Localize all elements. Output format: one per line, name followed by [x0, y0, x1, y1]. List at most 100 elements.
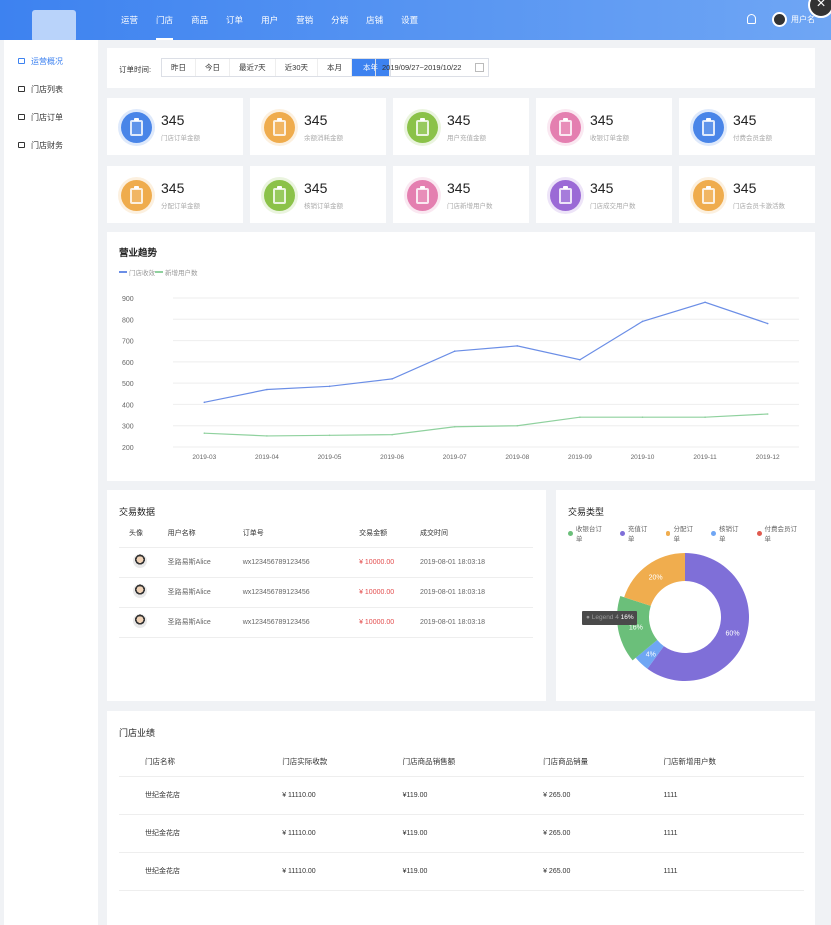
nav-item[interactable]: 分销 [331, 15, 349, 25]
table-row[interactable]: 世纪金花店 ¥ 11110.00 ¥119.00 ¥ 265.00 1111 [119, 776, 804, 815]
top-navigation-bar: 运营 门店 商品 订单 用户 营销 分销 店铺 设置 用户名 [0, 0, 831, 42]
table-cell: ¥ 265.00 [543, 814, 664, 853]
range-button[interactable]: 近30天 [276, 59, 319, 76]
stat-label: 付费会员金额 [733, 135, 772, 142]
main-nav: 运营 门店 商品 订单 用户 营销 分销 店铺 设置 [112, 0, 427, 40]
stat-value: 345 [161, 112, 185, 128]
stat-value: 345 [590, 180, 614, 196]
legend-item[interactable]: 分配订单 [665, 523, 706, 543]
x-tick-label: 2019-03 [192, 454, 216, 461]
donut-chart: 60% 4% 16% 20% [617, 553, 749, 681]
column-header: 门店实际收款 [282, 748, 403, 777]
stat-value: 345 [161, 180, 185, 196]
table-cell [119, 577, 168, 608]
nav-item[interactable]: 商品 [191, 15, 209, 25]
pie-legend: 收银台订单 充值订单 分配订单 核销订单 付费会员订单 [568, 523, 815, 543]
calendar-icon[interactable] [475, 63, 484, 72]
clipboard-icon [261, 109, 298, 146]
nav-item[interactable]: 运营 [121, 15, 139, 25]
legend-item[interactable]: 充值订单 [619, 523, 660, 543]
table-cell [119, 607, 168, 638]
avatar [133, 554, 147, 568]
table-cell: ¥ 10000.00 [359, 607, 420, 638]
pie-slice [647, 553, 749, 681]
avatar [133, 584, 147, 598]
range-button[interactable]: 本年 [352, 59, 391, 76]
stat-value: 345 [733, 180, 757, 196]
data-point [203, 432, 206, 434]
data-point [266, 388, 268, 391]
column-header: 交易金额 [359, 520, 420, 548]
nav-item[interactable]: 用户 [261, 15, 279, 25]
x-tick-label: 2019-04 [255, 454, 279, 461]
table-row[interactable]: 圣路易斯Alice wx123456789123456 ¥ 10000.00 2019… [119, 547, 533, 578]
data-point [704, 416, 706, 418]
data-point [641, 416, 644, 418]
range-button[interactable]: 今日 [196, 59, 230, 76]
stat-card: 345 门店会员卡激活数 [679, 166, 815, 223]
sidebar-item[interactable]: 门店列表 [4, 75, 98, 103]
stat-label: 收银订单金额 [590, 135, 629, 142]
clipboard-icon [118, 177, 155, 214]
tooltip-name: Legend 4 [591, 614, 619, 621]
table-row[interactable]: 圣路易斯Alice wx123456789123456 ¥ 10000.00 2019… [119, 577, 533, 608]
data-point [266, 435, 268, 437]
clipboard-icon [261, 177, 298, 214]
trade-type-card: 交易类型 收银台订单 充值订单 分配订单 核销订单 付费会员订单 60% 4% 16% 20% [556, 490, 815, 701]
range-button[interactable]: 昨日 [162, 59, 196, 76]
data-point [766, 322, 769, 325]
avatar[interactable] [772, 12, 787, 27]
series-line-2 [204, 413, 768, 437]
sidebar-item-label: 门店订单 [31, 112, 63, 122]
table-cell: ¥ 11110.00 [282, 814, 403, 853]
sidebar-item-label: 门店列表 [31, 84, 63, 94]
table-row[interactable]: 圣路易斯Alice wx123456789123456 ¥ 10000.00 2019… [119, 607, 533, 638]
stat-value: 345 [447, 180, 471, 196]
sidebar-item-label: 运营概况 [31, 56, 63, 66]
table-cell: ¥119.00 [402, 776, 544, 815]
stat-value: 345 [304, 112, 328, 128]
legend-item[interactable]: 收银台订单 [568, 523, 614, 543]
stat-card: 345 核销订单金额 [250, 166, 386, 223]
table-cell: wx123456789123456 [242, 607, 360, 638]
data-point [516, 345, 519, 347]
column-header: 门店名称 [119, 748, 283, 777]
line-chart: 900 800 700 600 500 400 300 200 2019-03 2019-04 20… [122, 296, 799, 461]
menu-icon [18, 86, 25, 92]
legend-dot [756, 530, 762, 536]
slice-label: 16% [629, 624, 643, 631]
data-point [391, 433, 393, 436]
nav-item[interactable]: 订单 [226, 15, 244, 25]
table-cell: 世纪金花店 [119, 814, 283, 853]
username[interactable]: 用户名 [791, 15, 815, 24]
close-icon[interactable]: × [808, 0, 831, 18]
x-tick-label: 2019-12 [756, 454, 780, 461]
nav-item[interactable]: 营销 [296, 15, 314, 25]
data-point [453, 350, 456, 353]
business-trend-card: 营业趋势 门店收效 新增用户数 900 800 700 600 500 400 300 200… [107, 232, 815, 481]
data-point [203, 401, 206, 404]
nav-item[interactable]: 设置 [401, 15, 419, 25]
data-point [453, 425, 456, 428]
series-line-1 [204, 301, 768, 403]
legend-item[interactable]: 付费会员订单 [756, 523, 809, 543]
nav-item[interactable]: 门店 [147, 0, 182, 40]
clipboard-icon [547, 177, 584, 214]
sidebar-item[interactable]: 门店订单 [4, 103, 98, 131]
column-header: 用户名称 [167, 520, 243, 548]
legend-item[interactable]: 核销订单 [711, 523, 751, 543]
bell-icon[interactable] [747, 14, 756, 24]
range-button[interactable]: 本月 [318, 59, 353, 76]
slice-label: 20% [649, 575, 663, 582]
table-cell: ¥ 10000.00 [359, 577, 420, 608]
date-range-input[interactable]: 2019/09/27~2019/10/22 [375, 58, 489, 77]
range-button[interactable]: 最近7天 [230, 59, 276, 76]
sidebar-item[interactable]: 门店财务 [4, 131, 98, 159]
table-row[interactable]: 世纪金花店 ¥ 11110.00 ¥119.00 ¥ 265.00 1111 [119, 852, 804, 891]
x-tick-label: 2019-11 [693, 454, 717, 461]
table-cell: 圣路易斯Alice [167, 547, 243, 578]
nav-item[interactable]: 店铺 [366, 15, 384, 25]
table-row[interactable]: 世纪金花店 ¥ 11110.00 ¥119.00 ¥ 265.00 1111 [119, 814, 804, 853]
column-header: 门店新增用户数 [663, 748, 804, 777]
sidebar-item[interactable]: 运营概况 [4, 47, 98, 75]
